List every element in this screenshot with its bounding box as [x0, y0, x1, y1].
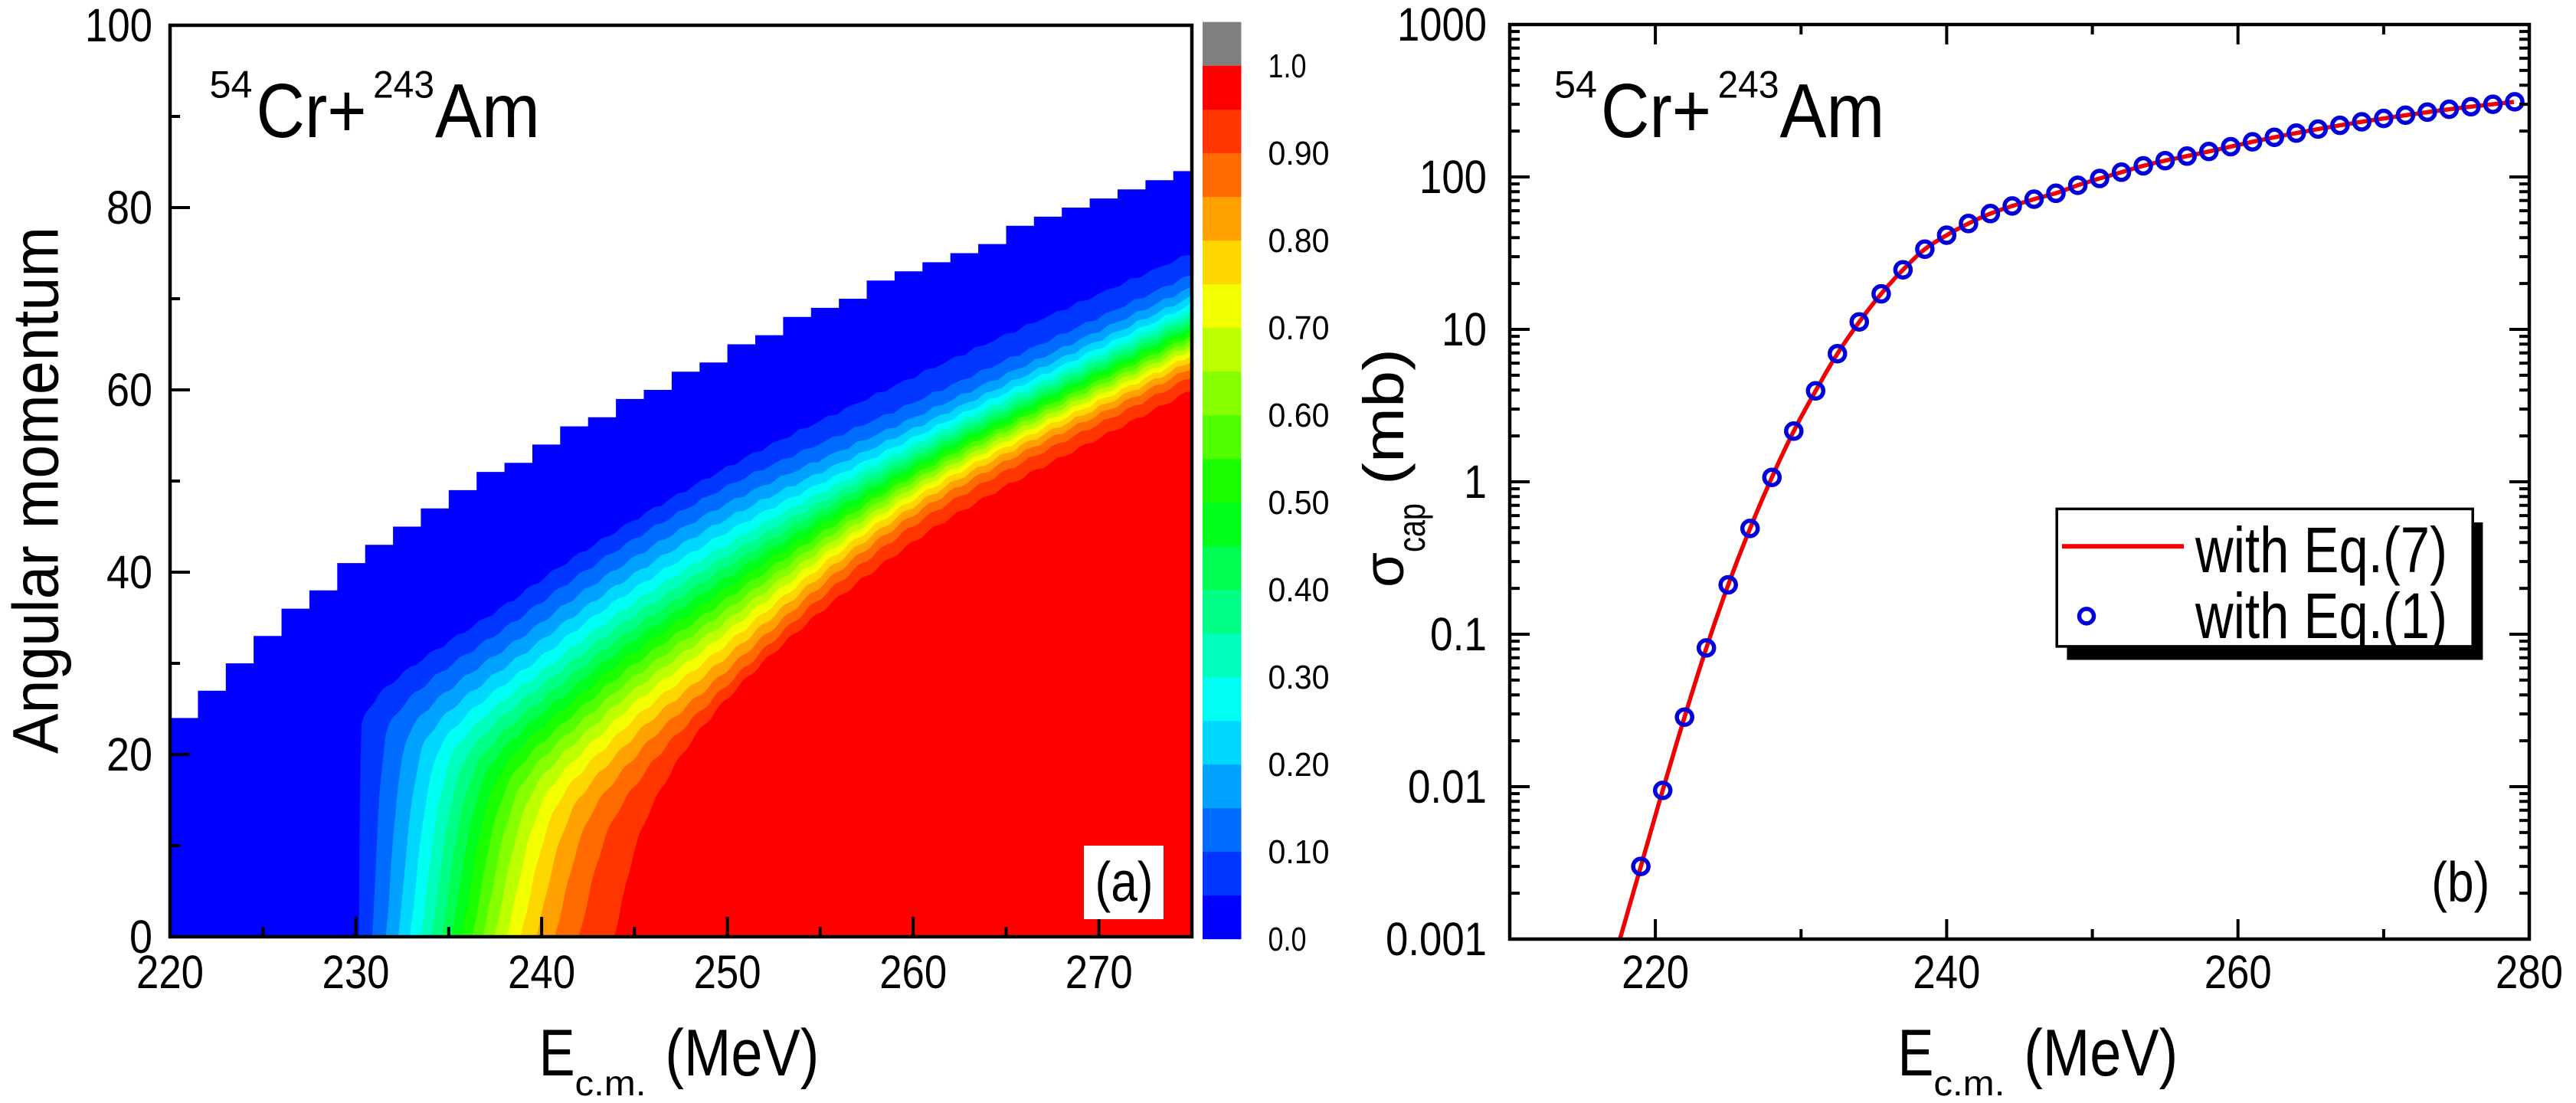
svg-text:0.80: 0.80 — [1268, 222, 1330, 260]
svg-text:243: 243 — [373, 64, 434, 106]
svg-text:54: 54 — [210, 64, 253, 106]
svg-text:0.0: 0.0 — [1268, 921, 1307, 958]
svg-text:0.30: 0.30 — [1268, 659, 1330, 696]
svg-text:E: E — [539, 1016, 575, 1090]
svg-text:54: 54 — [1554, 64, 1597, 106]
svg-text:0.50: 0.50 — [1268, 484, 1330, 522]
svg-text:with Eq.(1): with Eq.(1) — [2195, 580, 2447, 652]
svg-text:0.001: 0.001 — [1386, 913, 1487, 965]
svg-text:0.60: 0.60 — [1268, 397, 1330, 434]
svg-text:260: 260 — [879, 946, 947, 998]
svg-text:240: 240 — [1913, 946, 1980, 998]
svg-text:(MeV): (MeV) — [2024, 1016, 2178, 1090]
svg-text:Cr+: Cr+ — [1601, 68, 1711, 154]
svg-text:1: 1 — [1464, 456, 1487, 508]
svg-text:c.m.: c.m. — [1933, 1063, 2005, 1099]
svg-text:Am: Am — [435, 68, 540, 154]
svg-text:σcap (mb): σcap (mb) — [1352, 349, 1433, 588]
svg-text:(MeV): (MeV) — [665, 1016, 819, 1090]
svg-text:E: E — [1898, 1016, 1934, 1090]
svg-text:1000: 1000 — [1397, 0, 1487, 51]
svg-text:240: 240 — [508, 946, 575, 998]
svg-text:220: 220 — [136, 946, 204, 998]
svg-text:280: 280 — [2496, 946, 2563, 998]
svg-text:Angular momentum: Angular momentum — [0, 227, 72, 754]
svg-text:220: 220 — [1622, 946, 1689, 998]
svg-text:(b): (b) — [2431, 852, 2489, 914]
svg-text:Am: Am — [1780, 68, 1885, 154]
svg-text:40: 40 — [106, 546, 152, 598]
svg-text:260: 260 — [2204, 946, 2272, 998]
svg-text:243: 243 — [1718, 64, 1779, 106]
svg-text:80: 80 — [106, 182, 152, 234]
svg-text:270: 270 — [1065, 946, 1133, 998]
svg-text:100: 100 — [1419, 151, 1487, 203]
svg-text:with Eq.(7): with Eq.(7) — [2195, 514, 2447, 586]
svg-text:(a): (a) — [1095, 852, 1154, 914]
svg-text:0.01: 0.01 — [1408, 761, 1487, 813]
svg-text:Cr+: Cr+ — [257, 68, 367, 154]
svg-text:0.10: 0.10 — [1268, 833, 1330, 871]
svg-text:250: 250 — [694, 946, 761, 998]
svg-text:10: 10 — [1442, 303, 1487, 355]
svg-text:20: 20 — [106, 728, 152, 781]
svg-text:60: 60 — [106, 364, 152, 416]
svg-text:230: 230 — [322, 946, 390, 998]
svg-text:c.m.: c.m. — [575, 1063, 646, 1099]
svg-text:0.90: 0.90 — [1268, 135, 1330, 172]
svg-text:0.20: 0.20 — [1268, 746, 1330, 784]
svg-text:100: 100 — [85, 0, 152, 51]
svg-text:0.70: 0.70 — [1268, 309, 1330, 347]
svg-text:1.0: 1.0 — [1268, 47, 1307, 85]
svg-text:0: 0 — [129, 911, 152, 963]
svg-text:0.40: 0.40 — [1268, 571, 1330, 609]
svg-text:0.1: 0.1 — [1430, 608, 1487, 660]
